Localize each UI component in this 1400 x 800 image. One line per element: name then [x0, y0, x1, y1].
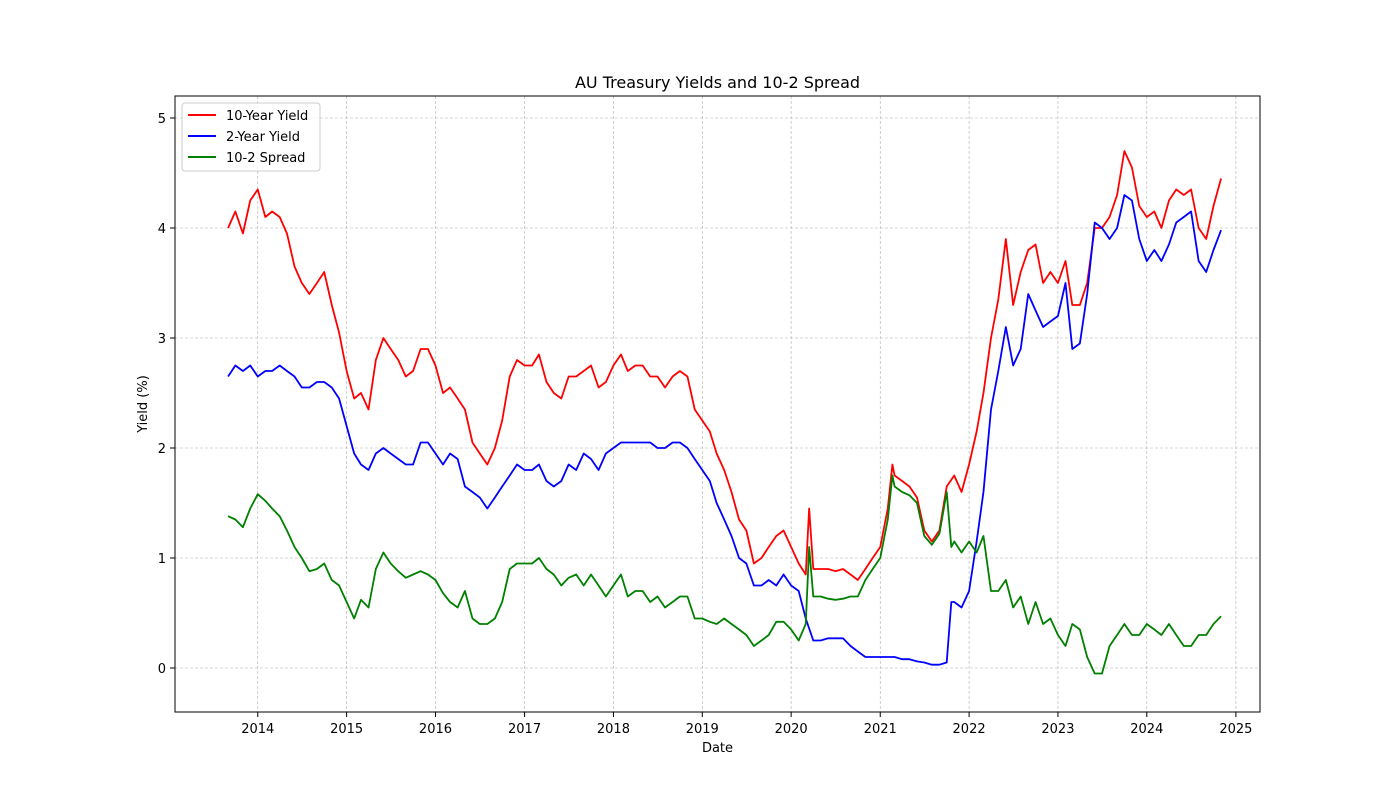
y-tick-label: 0 [158, 662, 166, 677]
series-line-3 [227, 474, 1222, 675]
y-tick-label: 5 [158, 112, 166, 127]
legend-label-2: 2-Year Yield [226, 130, 300, 145]
y-tick-label: 1 [158, 552, 166, 567]
x-tick-label: 2015 [330, 722, 363, 737]
x-tick-label: 2020 [775, 722, 808, 737]
x-tick-label: 2023 [1041, 722, 1074, 737]
chart-title: AU Treasury Yields and 10-2 Spread [575, 73, 860, 92]
x-tick-label: 2014 [241, 722, 274, 737]
y-axis-ticks: 0 1 2 3 4 5 [158, 112, 175, 677]
y-tick-label: 2 [158, 442, 166, 457]
series-line-1 [227, 150, 1222, 581]
x-tick-label: 2022 [953, 722, 986, 737]
x-axis-title: Date [702, 741, 733, 756]
x-tick-label: 2025 [1219, 722, 1252, 737]
series-line-2 [227, 194, 1222, 666]
y-axis-title: Yield (%) [136, 375, 151, 434]
series-layer [227, 150, 1222, 675]
x-tick-label: 2016 [419, 722, 452, 737]
x-tick-label: 2017 [508, 722, 541, 737]
x-tick-label: 2021 [864, 722, 897, 737]
x-tick-label: 2019 [686, 722, 719, 737]
y-tick-label: 4 [158, 222, 166, 237]
y-tick-label: 3 [158, 332, 166, 347]
legend-label-3: 10-2 Spread [226, 151, 305, 166]
legend-label-1: 10-Year Yield [226, 109, 308, 124]
x-axis-ticks: 2014 2015 2016 2017 2018 2019 2020 2021 2022 2023… [241, 712, 1252, 737]
grid [175, 96, 1260, 712]
x-tick-label: 2018 [597, 722, 630, 737]
plot-frame [174, 95, 1261, 713]
x-tick-label: 2024 [1130, 722, 1163, 737]
legend-box [181, 102, 321, 172]
legend: 10-Year Yield 2-Year Yield 10-2 Spread [181, 102, 321, 172]
